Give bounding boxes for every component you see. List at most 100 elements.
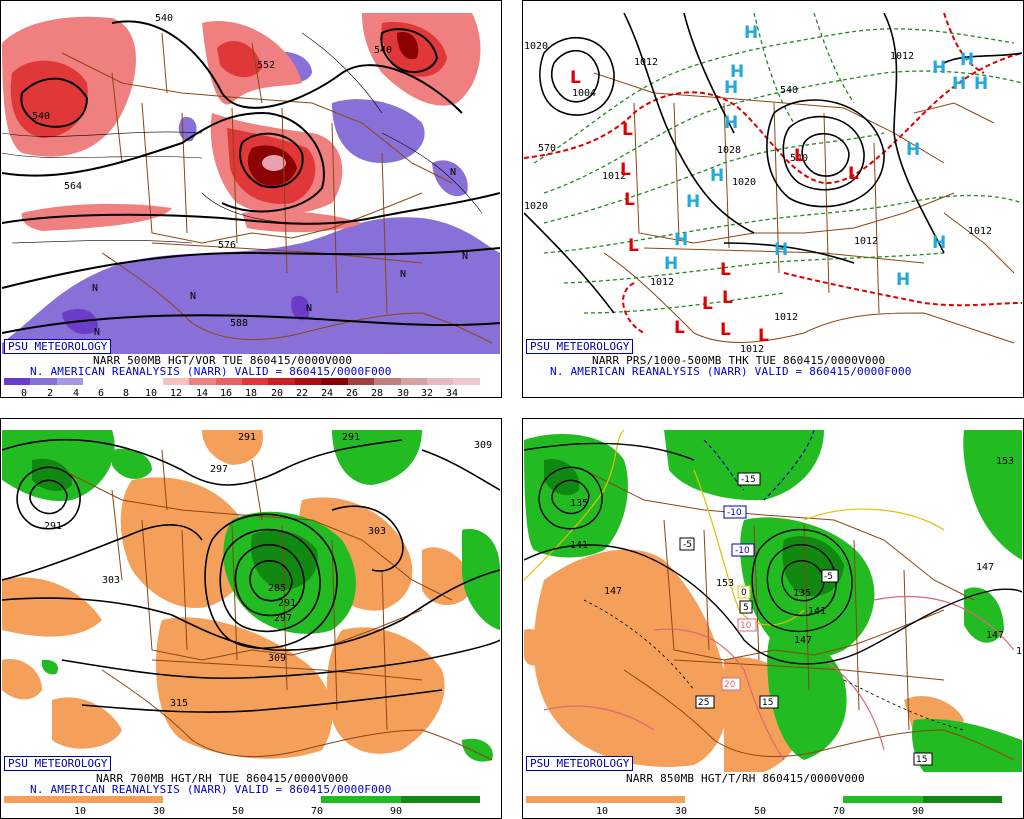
- contour-label: 147: [794, 635, 812, 646]
- contour-label: 291: [278, 598, 296, 609]
- contour-label: 291: [342, 432, 360, 443]
- boundaries: [583, 469, 1015, 761]
- boundaries: [61, 32, 493, 344]
- contour-label: 135: [793, 588, 811, 599]
- caption-line1: NARR 500MB HGT/VOR TUE 860415/0000V000: [93, 354, 353, 367]
- high-markers: H H H H H H H H H H H H H H H H: [664, 23, 988, 290]
- isobar-label: 1012: [650, 277, 674, 288]
- map-pressure: 1004 1012 1020 1020 1028 1020 1012 1012 …: [524, 13, 1022, 354]
- map-500mb: 540 552 540 564 576 588 540 N N N N N N …: [2, 13, 500, 354]
- isobar-label: 1012: [774, 312, 798, 323]
- isobars: [524, 13, 1022, 314]
- temp-box: 0: [741, 588, 747, 598]
- temp-box: 10: [740, 621, 752, 631]
- thickness-cold: [533, 13, 1022, 314]
- contour-label: 303: [102, 575, 120, 586]
- low-marker: L: [624, 190, 635, 210]
- temp-box: 20: [724, 680, 736, 690]
- contour-label: 576: [218, 240, 236, 251]
- isobar-label: 1028: [717, 145, 741, 156]
- isobar-label: 1020: [524, 41, 548, 52]
- n-mark: N: [462, 251, 468, 262]
- contour-label: 141: [570, 540, 588, 551]
- panel-pressure-thickness: 1004 1012 1020 1020 1028 1020 1012 1012 …: [522, 0, 1024, 398]
- n-mark: N: [94, 327, 100, 338]
- contour-label: 588: [230, 318, 248, 329]
- n-mark: N: [190, 291, 196, 302]
- n-mark: N: [450, 167, 456, 178]
- high-marker: H: [952, 74, 966, 94]
- caption-line1: NARR PRS/1000-500MB THK TUE 860415/0000V…: [592, 354, 886, 367]
- isobar-label: 1020: [732, 177, 756, 188]
- temp-box: -5: [824, 572, 833, 582]
- high-marker: H: [932, 233, 946, 253]
- isotherm-warm: [543, 595, 1015, 761]
- temp-box: -5: [683, 540, 692, 550]
- temp-box: 15: [916, 755, 927, 765]
- panel-700mb-rh: 291 291 309 297 291 303 303 285 291 297 …: [0, 418, 502, 819]
- isobar-label: 1012: [740, 344, 764, 354]
- contour-label: 540: [155, 13, 173, 24]
- isobar-label: 1012: [854, 236, 878, 247]
- temp-box: -10: [727, 508, 742, 518]
- contour-label: 147: [976, 562, 994, 573]
- high-marker: H: [774, 240, 788, 260]
- colorbar-rh: [4, 796, 480, 803]
- thickness-label: 540: [780, 85, 798, 96]
- high-marker: H: [724, 78, 738, 98]
- colorbar-rh: [526, 796, 1002, 803]
- low-marker: L: [722, 288, 733, 308]
- contour-labels: 291 291 309 297 291 303 303 285 291 297 …: [44, 432, 492, 709]
- vorticity-contours: [2, 32, 483, 244]
- brand-label: PSU METEOROLOGY: [4, 339, 112, 354]
- contour-label: 315: [170, 698, 188, 709]
- isotherm-below-freezing: [703, 430, 815, 501]
- brand-label: PSU METEOROLOGY: [4, 756, 112, 771]
- contour-label: 153: [716, 578, 734, 589]
- contour-label: 540: [374, 45, 392, 56]
- caption-line2: N. AMERICAN REANALYSIS (NARR) VALID = 86…: [30, 783, 392, 796]
- high-marker: H: [744, 23, 758, 43]
- temp-box: 15: [762, 698, 773, 708]
- low-marker: L: [794, 146, 805, 166]
- temp-box: 5: [743, 603, 749, 613]
- thickness-labels: 540 540 570: [538, 85, 808, 164]
- contour-label: 297: [274, 613, 292, 624]
- temp-box: -15: [741, 475, 756, 485]
- contour-label: 147: [604, 586, 622, 597]
- height-contours: [2, 438, 500, 713]
- high-marker: H: [906, 140, 920, 160]
- contour-label: 564: [64, 181, 82, 192]
- boundaries: [61, 449, 493, 761]
- low-marker: L: [628, 236, 639, 256]
- low-marker: L: [848, 164, 859, 184]
- brand-label: PSU METEOROLOGY: [526, 756, 634, 771]
- contour-label: 309: [474, 440, 492, 451]
- thickness-label: 570: [538, 143, 556, 154]
- dry-shading: [524, 549, 964, 772]
- brand-label: PSU METEOROLOGY: [526, 339, 634, 354]
- vorticity-core: [262, 155, 286, 171]
- panel-850mb-hgt-t-rh: 135 141 147 153 135 141 147 147 147 153 …: [522, 418, 1024, 819]
- map-500mb-svg: 540 552 540 564 576 588 540 N N N N N N …: [2, 13, 500, 354]
- caption-line1: NARR 700MB HGT/RH TUE 860415/0000V000: [96, 772, 349, 785]
- low-marker: L: [720, 260, 731, 280]
- height-contours-dashed: [583, 599, 965, 731]
- contour-label: 141: [808, 606, 826, 617]
- thickness-label: 540: [790, 153, 808, 164]
- contour-label: 147: [986, 630, 1004, 641]
- contour-label: 291: [44, 521, 62, 532]
- map-850mb-svg: 135 141 147 153 135 141 147 147 147 153 …: [524, 430, 1022, 772]
- contour-label: 309: [268, 653, 286, 664]
- pressure-labels: 1004 1012 1020 1020 1028 1020 1012 1012 …: [524, 41, 992, 354]
- panel-frame: [0, 0, 502, 398]
- low-marker: L: [758, 326, 769, 346]
- n-mark: N: [306, 303, 312, 314]
- n-mark: N: [400, 269, 406, 280]
- caption-line1: NARR 850MB HGT/T/RH 860415/0000V000: [626, 772, 865, 785]
- contour-label: 540: [32, 111, 50, 122]
- high-marker: H: [710, 166, 724, 186]
- isobar-label: 1012: [634, 57, 658, 68]
- height-contours: [524, 442, 1022, 665]
- caption-line2: N. AMERICAN REANALYSIS (NARR) VALID = 86…: [550, 365, 912, 378]
